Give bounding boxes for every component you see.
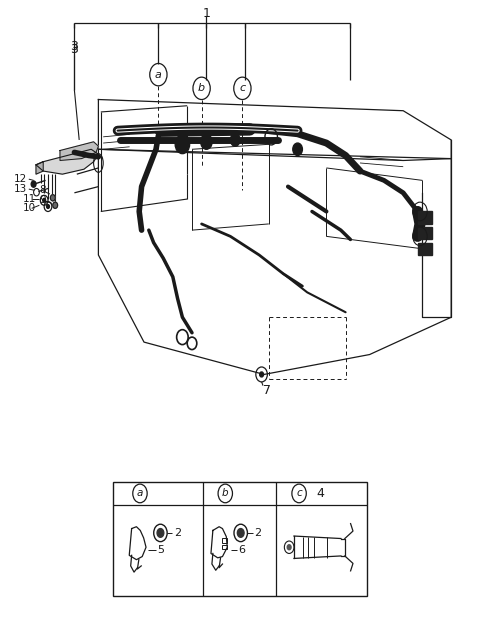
Text: 6: 6 [238, 545, 245, 555]
Text: 9: 9 [39, 195, 46, 205]
Polygon shape [60, 142, 98, 160]
Text: b: b [198, 83, 205, 93]
Polygon shape [418, 211, 432, 224]
Text: 11: 11 [23, 194, 36, 204]
Text: 2: 2 [254, 528, 261, 538]
Polygon shape [418, 227, 432, 239]
Circle shape [53, 202, 58, 208]
Circle shape [201, 134, 212, 149]
Circle shape [50, 195, 55, 201]
Circle shape [293, 143, 302, 156]
Text: 2: 2 [174, 528, 181, 538]
Circle shape [287, 545, 291, 550]
Circle shape [47, 205, 49, 208]
Text: b: b [222, 488, 228, 498]
Text: 1: 1 [203, 7, 210, 20]
Circle shape [175, 135, 190, 154]
Bar [222, 545, 227, 549]
Bar [221, 538, 227, 543]
Text: a: a [155, 70, 162, 80]
Text: 4: 4 [317, 487, 324, 500]
Text: 13: 13 [13, 184, 27, 194]
Circle shape [31, 181, 36, 187]
Text: a: a [137, 488, 143, 498]
Polygon shape [36, 162, 43, 174]
Circle shape [157, 529, 164, 537]
Text: c: c [296, 488, 302, 498]
Text: 5: 5 [157, 545, 164, 555]
Circle shape [43, 198, 46, 202]
Text: 10: 10 [23, 203, 36, 213]
Bar [113, 482, 367, 596]
Text: 8: 8 [39, 185, 46, 195]
Polygon shape [36, 149, 98, 174]
Text: 3: 3 [71, 44, 78, 56]
Text: 7: 7 [264, 384, 271, 397]
Polygon shape [418, 243, 432, 255]
Circle shape [237, 529, 244, 537]
Circle shape [260, 372, 264, 377]
Text: 12: 12 [13, 174, 27, 184]
Circle shape [230, 134, 240, 146]
Text: 3: 3 [71, 40, 78, 53]
Text: c: c [240, 83, 245, 93]
